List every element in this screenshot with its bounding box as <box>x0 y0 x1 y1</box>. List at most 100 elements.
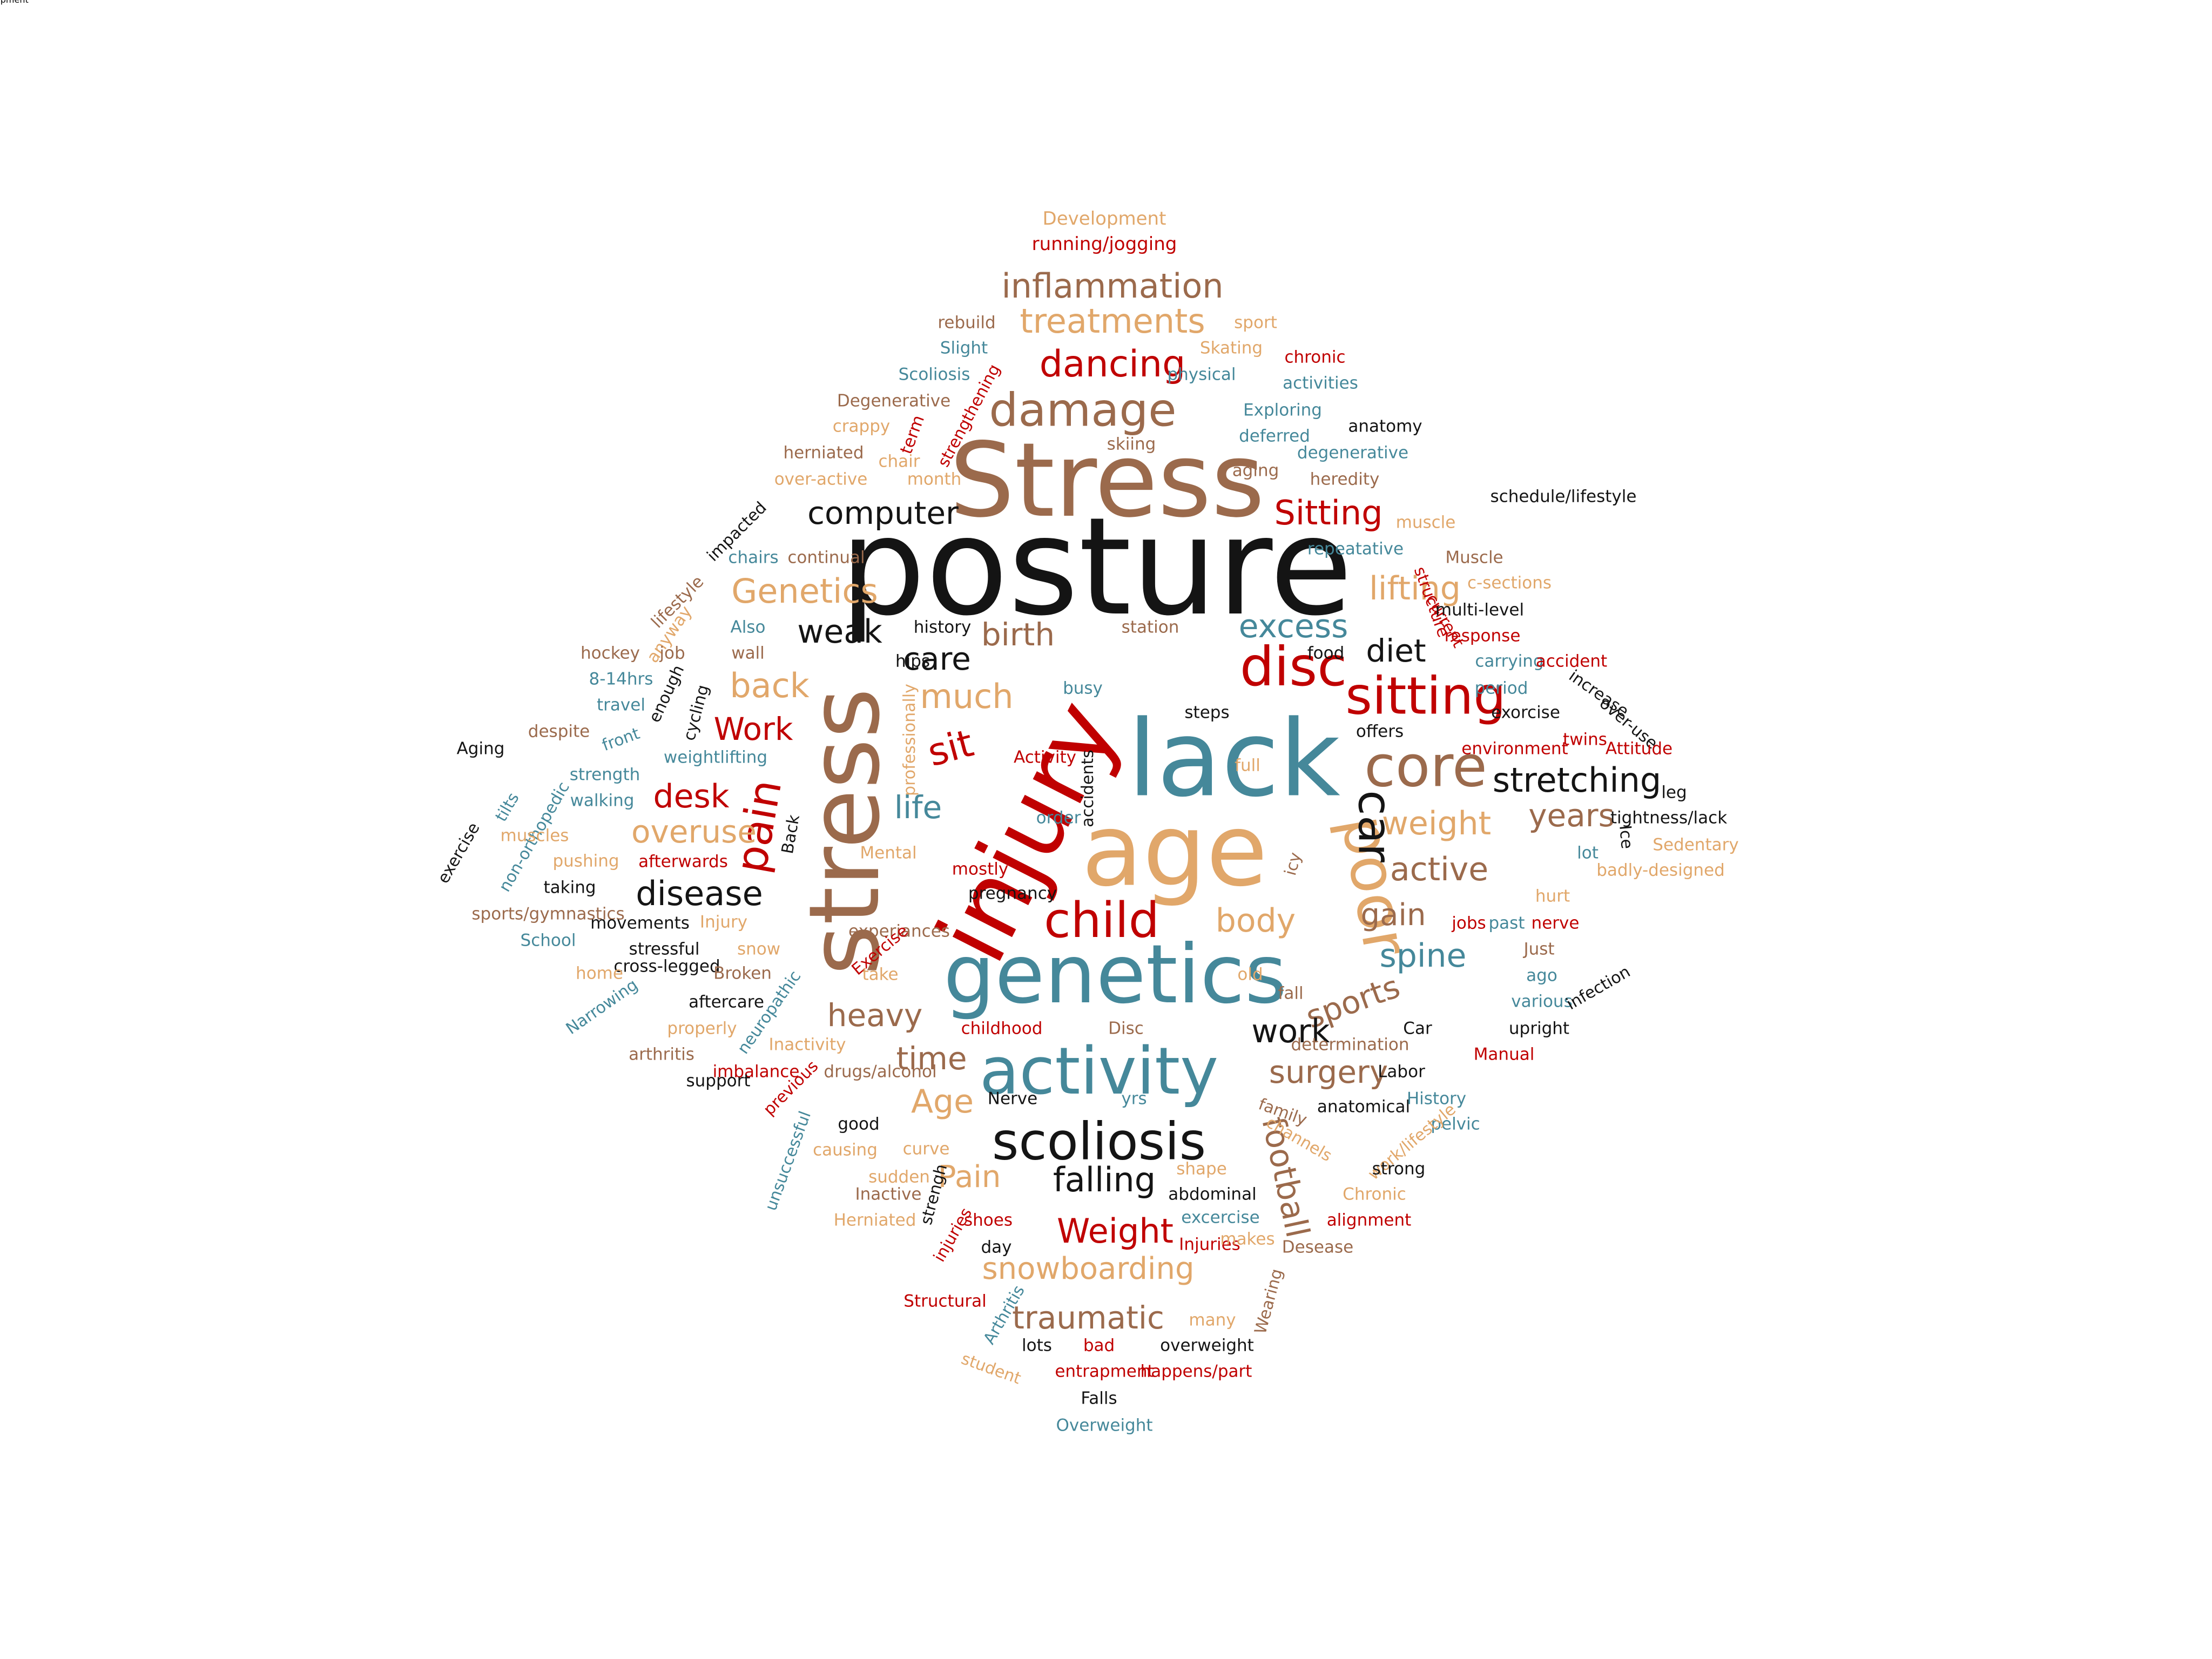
word: aging <box>1232 461 1279 481</box>
word: pushing <box>552 851 619 871</box>
word: many <box>1189 1310 1236 1330</box>
word: properly <box>667 1019 737 1038</box>
word: weightlifting <box>663 747 768 767</box>
word: schedule/lifestyle <box>1490 487 1637 507</box>
word: desk <box>653 778 730 815</box>
word: snow <box>737 939 781 959</box>
word: deferred <box>1239 426 1310 446</box>
word: age <box>1081 792 1268 909</box>
word: Nerve <box>987 1089 1038 1109</box>
word: activities <box>1283 373 1358 393</box>
word: Inactivity <box>768 1035 846 1055</box>
word: sudden <box>868 1167 930 1187</box>
word: Work <box>713 711 793 747</box>
word: scoliosis <box>992 1112 1206 1172</box>
word: past <box>1488 913 1525 933</box>
word: weak <box>797 613 882 651</box>
word: Mental <box>860 843 917 863</box>
word: walking <box>570 791 635 811</box>
word: badly-designed <box>1596 860 1725 880</box>
word: Injury <box>699 912 748 932</box>
word: stressful <box>629 939 700 959</box>
word: taking <box>543 878 596 898</box>
word: Scoliosis <box>898 365 970 385</box>
word: imbalance <box>712 1062 800 1082</box>
word: Skating <box>1199 338 1263 358</box>
word: diet <box>1366 632 1426 669</box>
word: Muscle <box>1445 548 1503 568</box>
word: sitting <box>1345 666 1506 726</box>
word: exercise <box>434 819 484 887</box>
word: core <box>1364 733 1487 800</box>
word: Manual <box>1473 1044 1535 1064</box>
word: strength <box>569 765 640 785</box>
word: day <box>981 1237 1012 1257</box>
word: anatomy <box>1348 416 1422 436</box>
word: infection <box>1563 962 1634 1014</box>
word: 8-14hrs <box>589 669 653 689</box>
word: snowboarding <box>982 1251 1195 1286</box>
word: treatments <box>1020 301 1205 341</box>
word: physical <box>1167 365 1236 385</box>
word: computer <box>807 495 959 531</box>
word: nerve <box>1531 913 1580 933</box>
word: happens/part <box>1140 1361 1252 1381</box>
word: cycling <box>679 683 713 743</box>
word: causing <box>813 1140 878 1160</box>
word: disease <box>636 874 763 913</box>
word: Narrowing <box>562 975 642 1038</box>
word: shape <box>1176 1159 1227 1179</box>
word: School <box>520 930 576 950</box>
word: birth <box>981 616 1055 653</box>
word: exorcise <box>1491 703 1560 723</box>
word: Attitude <box>1605 739 1673 759</box>
word: heavy <box>827 997 923 1034</box>
word: Degenerative <box>837 391 951 411</box>
word: response <box>1444 626 1521 646</box>
word: hurt <box>1535 886 1570 906</box>
word: damage <box>989 383 1177 437</box>
word: strong <box>1372 1159 1426 1179</box>
word: term <box>896 413 929 457</box>
word: history <box>913 617 972 637</box>
word: sit <box>923 720 978 775</box>
word: gain <box>1360 898 1426 933</box>
word: chairs <box>728 548 779 568</box>
word: years <box>1528 797 1615 834</box>
word: Sedentary <box>1653 835 1739 855</box>
word: home <box>576 963 623 983</box>
word: chronic <box>1284 347 1346 367</box>
word: offers <box>1355 721 1404 741</box>
word: job <box>659 643 685 663</box>
word: Labor <box>1378 1062 1425 1082</box>
word: afterwards <box>638 852 728 872</box>
word: development <box>0 0 29 4</box>
word: student <box>959 1349 1024 1388</box>
word: anatomical <box>1317 1097 1411 1117</box>
word: Falls <box>1081 1388 1117 1408</box>
word: Slight <box>940 338 988 358</box>
word: mostly <box>952 859 1009 879</box>
word: Chronic <box>1343 1184 1406 1204</box>
word: Car <box>1403 1019 1432 1038</box>
word: good <box>838 1114 880 1134</box>
word: weight <box>1381 805 1492 842</box>
word: Development <box>1042 208 1166 230</box>
word: Age <box>911 1083 974 1121</box>
word: jobs <box>1452 913 1486 933</box>
word: much <box>920 677 1014 716</box>
word: month <box>907 469 962 489</box>
word: support <box>686 1071 751 1091</box>
word: over-active <box>774 469 868 489</box>
word: abdominal <box>1168 1184 1257 1204</box>
word: Weight <box>1056 1211 1174 1251</box>
word: food <box>1307 643 1345 663</box>
word: genetics <box>943 928 1287 1022</box>
word: lack <box>1128 697 1340 820</box>
word: Exploring <box>1243 400 1322 420</box>
word: repeatative <box>1307 539 1404 559</box>
word: front <box>599 724 643 756</box>
word: drugs/alcohol <box>824 1062 937 1082</box>
word: accident <box>1535 651 1608 671</box>
word: posture <box>840 488 1353 645</box>
